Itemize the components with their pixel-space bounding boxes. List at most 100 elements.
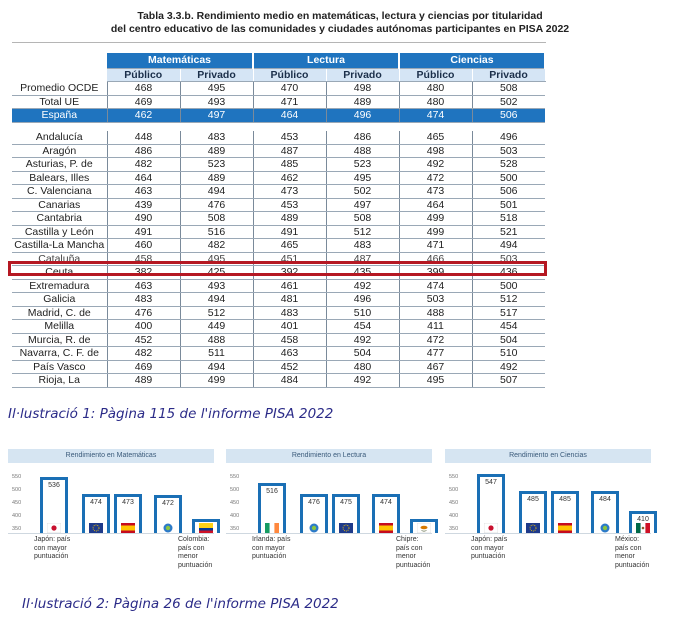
chart-label-highest: Irlanda: país con mayor puntuación: [252, 536, 291, 560]
table-row: Murcia, R. de 452 488 458 492 472 504: [12, 333, 545, 348]
scale-tick: 500: [12, 487, 22, 493]
score-cell: 488: [180, 333, 254, 348]
score-cell: 481: [253, 292, 327, 307]
score-cell: 494: [472, 238, 545, 253]
score-cell: 499: [399, 225, 473, 240]
chart-panel: Rendimiento en Ciencias 550 500 450 400 350 54…: [445, 449, 657, 569]
score-cell: 500: [472, 171, 545, 186]
score-cell: 504: [472, 333, 545, 348]
title-rule: [12, 42, 546, 43]
score-cell: 465: [253, 238, 327, 253]
bar-value: 475: [340, 498, 352, 506]
chart-bar: 475: [332, 493, 360, 533]
scale-tick: 550: [449, 474, 459, 480]
score-cell: 483: [180, 131, 254, 145]
score-cell: 473: [399, 184, 473, 199]
score-cell: 453: [253, 131, 327, 145]
score-cell: 463: [253, 346, 327, 361]
region-name: Balears, Illes: [12, 171, 108, 186]
score-cell: 496: [326, 292, 400, 307]
score-cell: 488: [399, 306, 473, 321]
header-reading: Lectura: [253, 53, 400, 69]
header-science: Ciencias: [399, 53, 546, 69]
region-name: Castilla y León: [12, 225, 108, 240]
score-cell: 411: [399, 319, 473, 334]
score-cell: 516: [180, 225, 254, 240]
chart-label-lowest: Chipre: país con menor puntuación: [396, 536, 431, 569]
score-cell: 472: [399, 333, 473, 348]
score-cell: 464: [253, 108, 327, 123]
score-cell: 506: [472, 108, 545, 123]
score-cell: 499: [180, 373, 254, 388]
score-cell: 449: [180, 319, 254, 334]
table-row: Canarias 439 476 453 497 464 501: [12, 198, 545, 213]
region-name: Extremadura: [12, 279, 108, 294]
score-cell: 474: [399, 279, 473, 294]
score-cell: 452: [107, 333, 181, 348]
table-body: Promedio OCDE 468 495 470 498 480 508 Total UE 4…: [12, 81, 545, 388]
region-name: Cantabria: [12, 211, 108, 226]
bar-value: 536: [48, 482, 60, 490]
subheader: Privado: [180, 68, 254, 82]
score-cell: 474: [399, 108, 473, 123]
chart-bar: 484: [591, 491, 619, 533]
score-cell: 462: [253, 171, 327, 186]
score-cell: 494: [180, 292, 254, 307]
score-cell: 486: [326, 131, 400, 145]
chart-baseline: [445, 533, 651, 534]
table-row: Rioja, La 489 499 484 492 495 507: [12, 373, 545, 388]
subheader: Privado: [326, 68, 400, 82]
scale-tick: 500: [230, 487, 240, 493]
cyprus-flag-icon: [416, 520, 432, 534]
score-cell: 464: [399, 198, 473, 213]
score-cell: 523: [180, 157, 254, 172]
score-cell: 502: [326, 184, 400, 199]
spain-flag-icon: [379, 520, 393, 533]
table-row: Aragón 486 489 487 488 498 503: [12, 144, 545, 159]
score-cell: 497: [180, 108, 254, 123]
region-name: Total UE: [12, 95, 108, 109]
score-cell: 482: [107, 346, 181, 361]
colombia-flag-icon: [199, 520, 213, 533]
title-line-1: Tabla 3.3.b. Rendimiento medio en matemá…: [137, 10, 543, 22]
score-cell: 507: [472, 373, 545, 388]
bar-value: 485: [527, 496, 539, 504]
table-row: Extremadura 463 493 461 492 474 500: [12, 279, 545, 294]
score-cell: 499: [399, 211, 473, 226]
chart-title: Rendimiento en Lectura: [226, 449, 432, 463]
chart-bar: 383: [192, 518, 220, 533]
chart-baseline: [8, 533, 214, 534]
chart-bar: 485: [519, 491, 547, 533]
table-row: Madrid, C. de 476 512 483 510 488 517: [12, 306, 545, 321]
japan-flag-icon: [483, 520, 499, 534]
caption-1: Il·lustració 1: Pàgina 115 de l'informe …: [8, 406, 334, 422]
score-cell: 495: [180, 81, 254, 96]
score-cell: 489: [180, 171, 254, 186]
score-cell: 508: [180, 211, 254, 226]
chart-bar: 516: [258, 482, 286, 533]
chart-panel: Rendimiento en Lectura 550 500 450 400 350 516…: [226, 449, 438, 569]
region-name: Castilla-La Mancha: [12, 238, 108, 253]
score-cell: 508: [472, 81, 545, 96]
score-cell: 497: [326, 198, 400, 213]
score-cell: 494: [180, 360, 254, 375]
score-cell: 488: [326, 144, 400, 159]
subheader: Público: [253, 68, 327, 82]
score-cell: 490: [107, 211, 181, 226]
score-cell: 485: [253, 157, 327, 172]
region-name: Madrid, C. de: [12, 306, 108, 321]
table-row: Castilla-La Mancha 460 482 465 483 471 494: [12, 238, 545, 253]
scale-tick: 450: [449, 500, 459, 506]
region-name: Melilla: [12, 319, 108, 334]
score-cell: 480: [326, 360, 400, 375]
score-cell: 480: [399, 95, 473, 109]
bar-value: 473: [122, 499, 134, 507]
cataluna-highlight: [8, 261, 547, 276]
table-row: Total UE 469 493 471 489 480 502: [12, 95, 545, 109]
score-cell: 476: [180, 198, 254, 213]
spain-flag-icon: [121, 520, 135, 533]
corner-cell: [12, 53, 107, 68]
score-cell: 460: [107, 238, 181, 253]
score-cell: 467: [399, 360, 473, 375]
score-cell: 491: [107, 225, 181, 240]
